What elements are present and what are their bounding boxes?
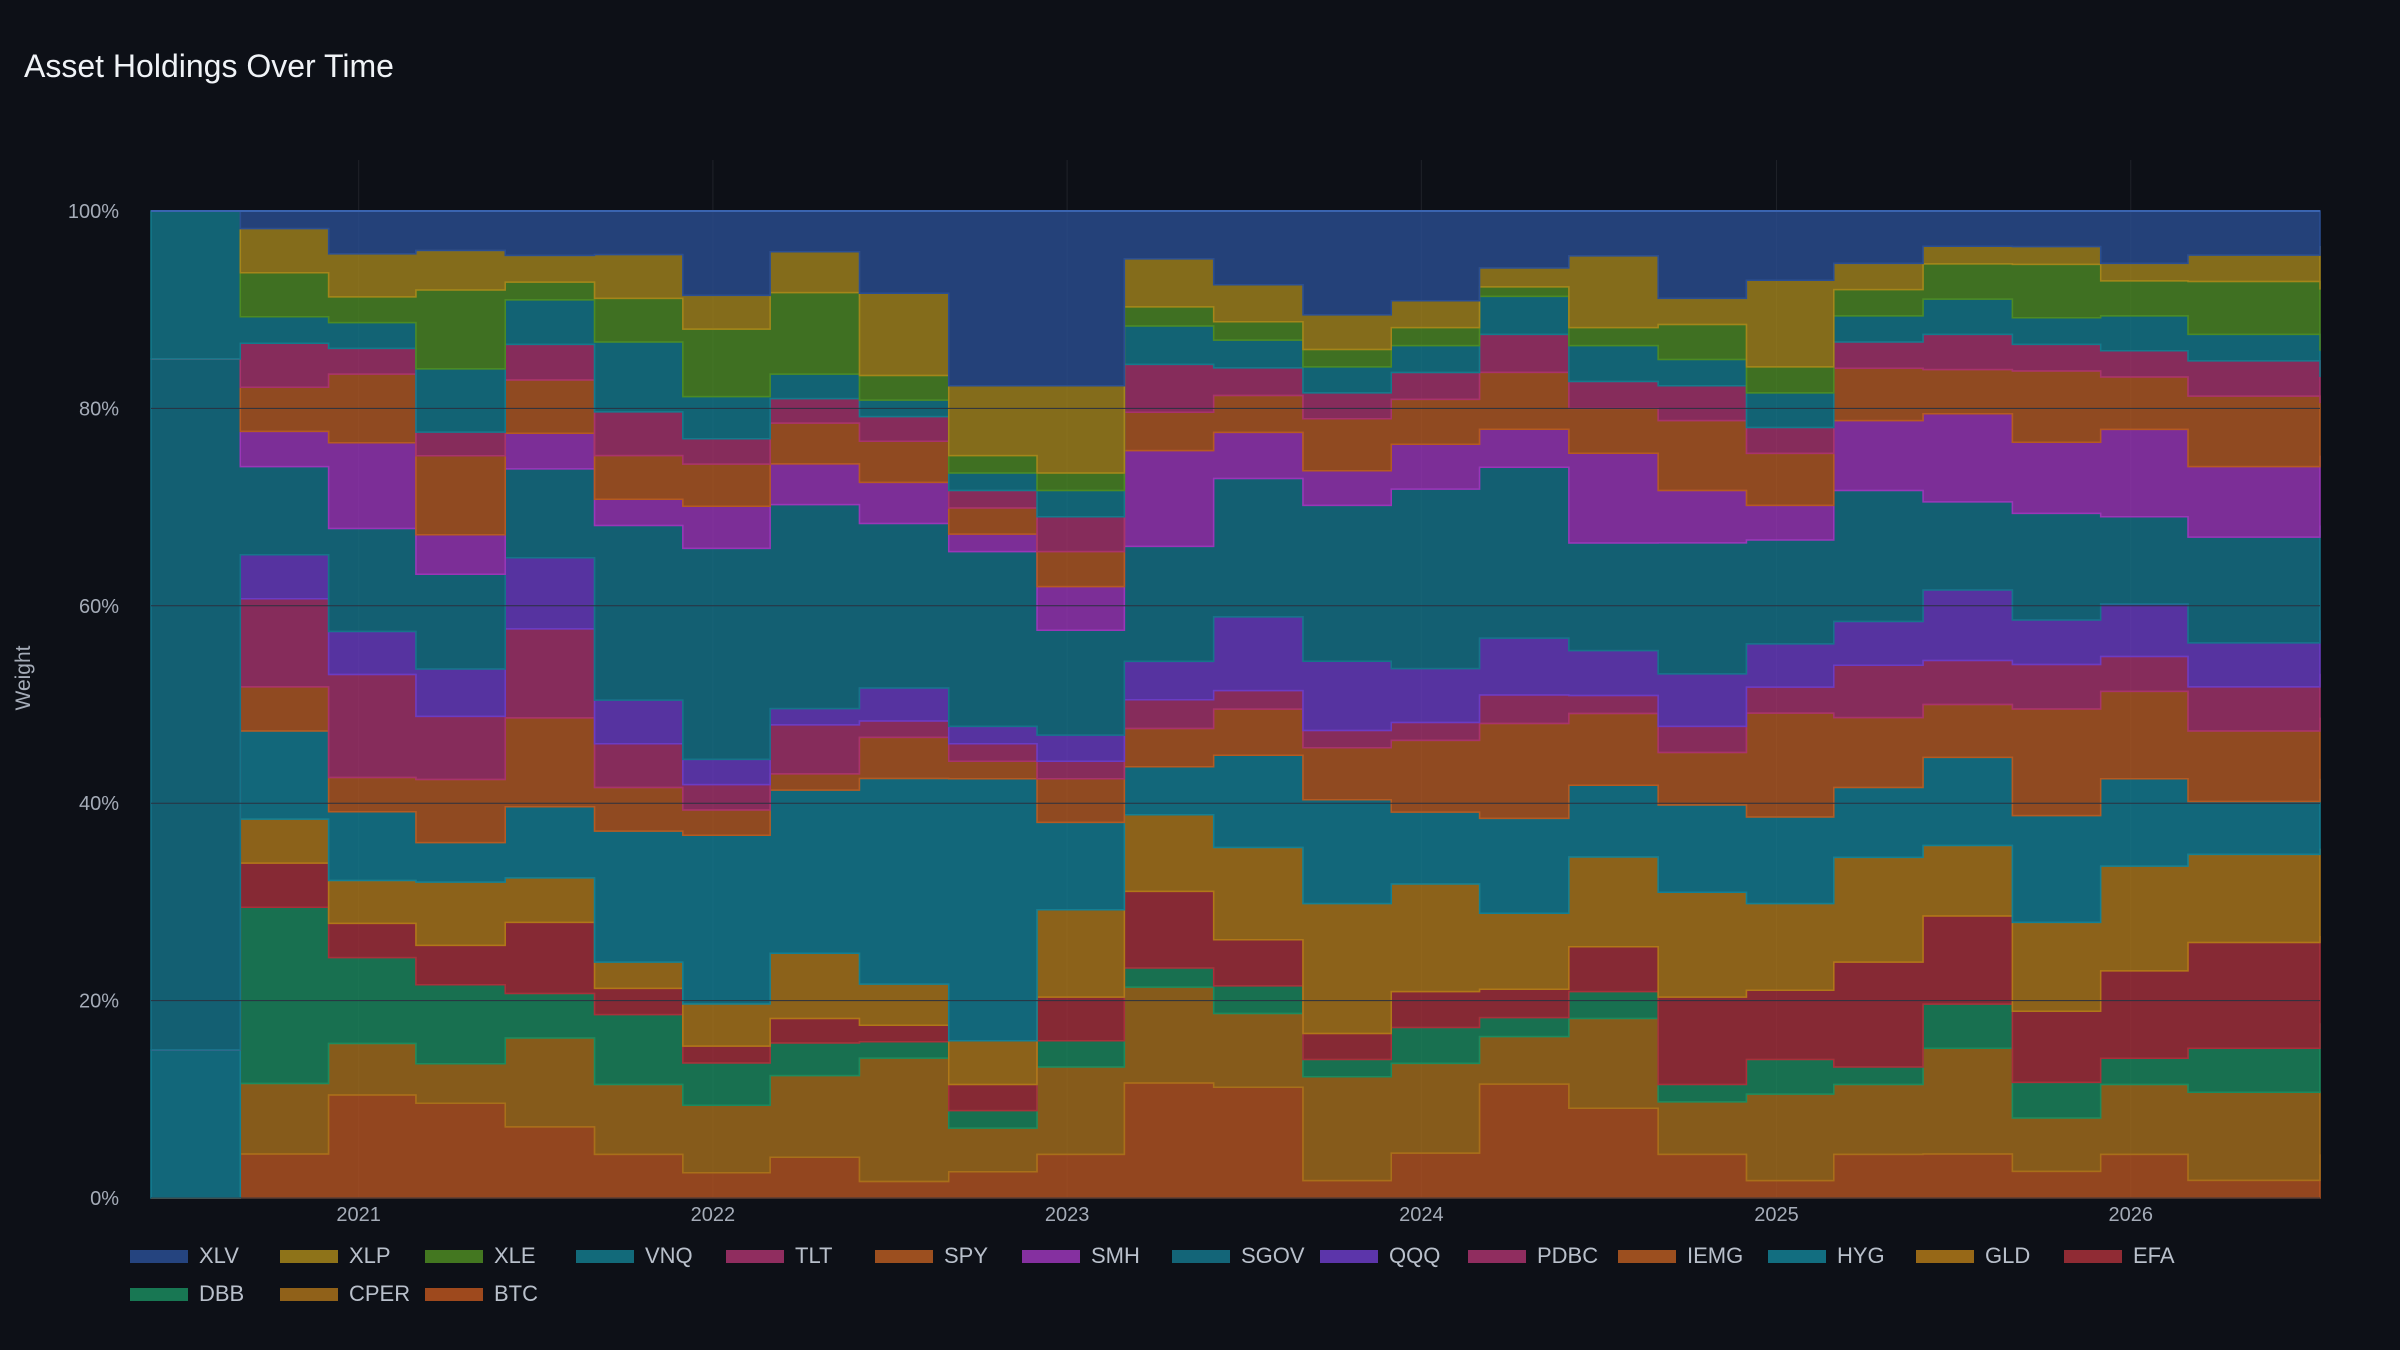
legend-label: TLT	[795, 1243, 833, 1268]
legend-swatch	[576, 1249, 634, 1263]
legend-swatch	[1768, 1249, 1826, 1263]
legend-item-spy[interactable]: SPY	[875, 1242, 988, 1270]
legend-swatch	[726, 1249, 784, 1263]
legend-swatch	[1172, 1249, 1230, 1263]
legend-item-btc[interactable]: BTC	[425, 1280, 538, 1308]
legend-item-sgov[interactable]: SGOV	[1172, 1242, 1305, 1270]
legend-label: CPER	[349, 1281, 411, 1306]
legend-label: EFA	[2133, 1243, 2175, 1268]
x-tick-label: 2024	[1399, 1204, 1444, 1226]
legend-label: SPY	[944, 1243, 989, 1268]
legend-item-vnq[interactable]: VNQ	[576, 1242, 693, 1270]
legend-label: HYG	[1837, 1243, 1885, 1268]
series-areas	[150, 210, 2321, 1199]
legend-item-xle[interactable]: XLE	[425, 1242, 536, 1270]
legend-swatch	[2064, 1249, 2122, 1263]
legend-label: QQQ	[1389, 1243, 1441, 1268]
legend-label: VNQ	[645, 1243, 693, 1268]
x-tick-label: 2026	[2109, 1204, 2154, 1226]
y-tick-label: 100%	[68, 201, 119, 223]
stacked-area-chart: 0%20%40%60%80%100% 2021 2022 2023 2024 2025 2…	[12, 160, 2321, 1226]
legend-item-dbb[interactable]: DBB	[130, 1280, 244, 1308]
legend-item-hyg[interactable]: HYG	[1768, 1242, 1885, 1270]
x-tick-label: 2022	[691, 1204, 736, 1226]
legend-item-smh[interactable]: SMH	[1022, 1242, 1140, 1270]
legend-item-cper[interactable]: CPER	[280, 1280, 410, 1308]
legend-label: DBB	[199, 1281, 245, 1306]
legend-swatch	[1916, 1249, 1974, 1263]
legend-label: SMH	[1091, 1243, 1140, 1268]
legend-label: IEMG	[1687, 1243, 1744, 1268]
legend-swatch	[425, 1287, 483, 1301]
y-axis-ticks: 0% 20% 40% 60% 80% 100%	[68, 201, 2320, 1210]
y-tick-label: 20%	[79, 991, 119, 1013]
legend-label: SGOV	[1241, 1243, 1305, 1268]
legend-label: BTC	[494, 1281, 538, 1306]
legend-label: XLV	[199, 1243, 239, 1268]
y-tick-label: 0%	[90, 1188, 119, 1210]
legend-swatch	[875, 1249, 933, 1263]
legend-item-xlv[interactable]: XLV	[130, 1242, 239, 1270]
y-tick-label: 60%	[79, 596, 119, 618]
legend-swatch	[1022, 1249, 1080, 1263]
legend-swatch	[130, 1249, 188, 1263]
legend-label: PDBC	[1537, 1243, 1599, 1268]
legend-item-tlt[interactable]: TLT	[726, 1242, 832, 1270]
legend-item-qqq[interactable]: QQQ	[1320, 1242, 1440, 1270]
legend-swatch	[280, 1287, 338, 1301]
x-axis-ticks: 2021 2022 2023 2024 2025 2026	[336, 1204, 2153, 1226]
legend-swatch	[425, 1249, 483, 1263]
y-tick-label: 80%	[79, 398, 119, 420]
legend-item-xlp[interactable]: XLP	[280, 1242, 391, 1270]
x-tick-label: 2023	[1045, 1204, 1090, 1226]
x-tick-label: 2021	[336, 1204, 381, 1226]
x-tick-label: 2025	[1754, 1204, 1799, 1226]
legend-label: XLE	[494, 1243, 536, 1268]
chart-title: Asset Holdings Over Time	[24, 48, 394, 84]
legend-label: GLD	[1985, 1243, 2031, 1268]
legend-item-gld[interactable]: GLD	[1916, 1242, 2030, 1270]
legend-swatch	[130, 1287, 188, 1301]
legend-swatch	[1618, 1249, 1676, 1263]
legend-swatch	[1320, 1249, 1378, 1263]
y-tick-label: 40%	[79, 793, 119, 815]
legend-item-efa[interactable]: EFA	[2064, 1242, 2175, 1270]
legend-item-pdbc[interactable]: PDBC	[1468, 1242, 1598, 1270]
legend-label: XLP	[349, 1243, 391, 1268]
legend-swatch	[280, 1249, 338, 1263]
legend-swatch	[1468, 1249, 1526, 1263]
y-axis-label: Weight	[12, 645, 35, 710]
legend-item-iemg[interactable]: IEMG	[1618, 1242, 1743, 1270]
